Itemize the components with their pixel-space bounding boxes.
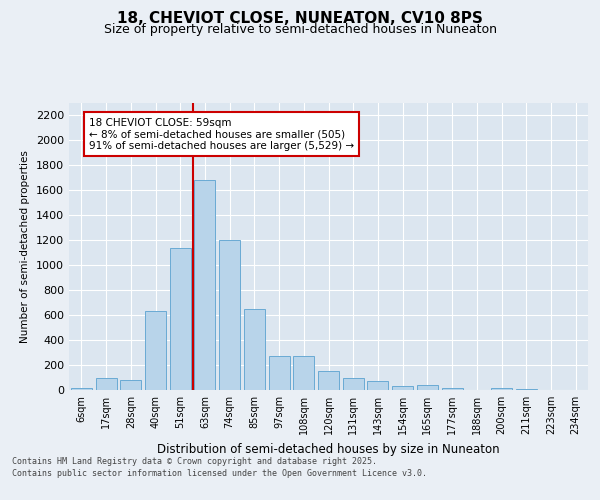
Bar bbox=[392, 386, 413, 390]
Bar bbox=[269, 356, 290, 390]
Bar bbox=[145, 310, 166, 390]
Text: Contains public sector information licensed under the Open Government Licence v3: Contains public sector information licen… bbox=[12, 469, 427, 478]
Bar bbox=[318, 371, 339, 390]
Text: Size of property relative to semi-detached houses in Nuneaton: Size of property relative to semi-detach… bbox=[104, 22, 497, 36]
Bar bbox=[367, 380, 388, 390]
Bar bbox=[120, 380, 141, 390]
Bar bbox=[293, 356, 314, 390]
Bar bbox=[219, 240, 240, 390]
Text: 18, CHEVIOT CLOSE, NUNEATON, CV10 8PS: 18, CHEVIOT CLOSE, NUNEATON, CV10 8PS bbox=[117, 11, 483, 26]
X-axis label: Distribution of semi-detached houses by size in Nuneaton: Distribution of semi-detached houses by … bbox=[157, 442, 500, 456]
Bar bbox=[170, 248, 191, 390]
Bar bbox=[343, 378, 364, 390]
Bar bbox=[71, 388, 92, 390]
Text: 18 CHEVIOT CLOSE: 59sqm
← 8% of semi-detached houses are smaller (505)
91% of se: 18 CHEVIOT CLOSE: 59sqm ← 8% of semi-det… bbox=[89, 118, 354, 150]
Y-axis label: Number of semi-detached properties: Number of semi-detached properties bbox=[20, 150, 31, 342]
Bar bbox=[491, 388, 512, 390]
Bar bbox=[95, 378, 116, 390]
Bar bbox=[442, 388, 463, 390]
Bar bbox=[417, 385, 438, 390]
Text: Contains HM Land Registry data © Crown copyright and database right 2025.: Contains HM Land Registry data © Crown c… bbox=[12, 458, 377, 466]
Bar bbox=[244, 308, 265, 390]
Bar bbox=[194, 180, 215, 390]
